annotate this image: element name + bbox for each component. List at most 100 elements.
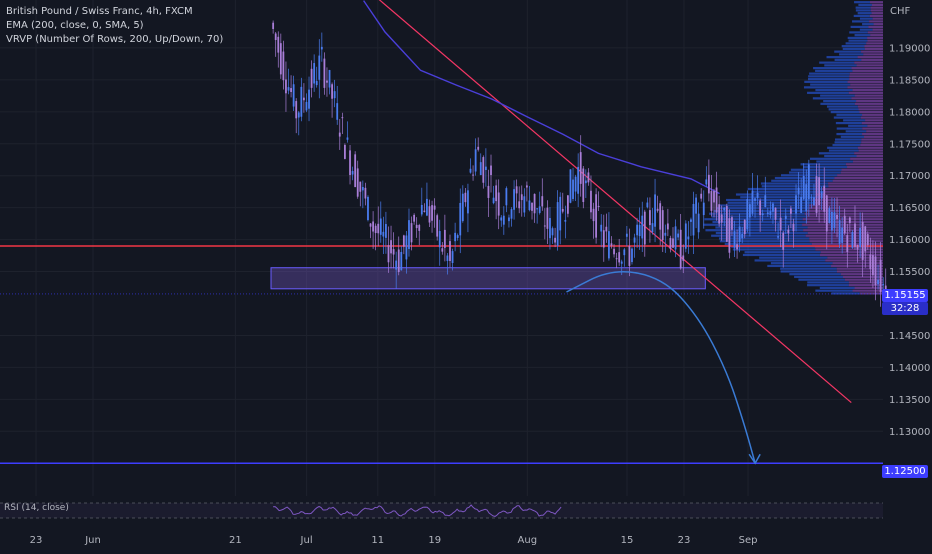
- candle-body[interactable]: [456, 235, 459, 238]
- candle-body[interactable]: [697, 213, 700, 233]
- candle-body[interactable]: [536, 208, 539, 210]
- candle-body[interactable]: [877, 279, 879, 285]
- candle-body[interactable]: [682, 255, 685, 261]
- candle-body[interactable]: [346, 137, 349, 140]
- candle-body[interactable]: [882, 284, 885, 286]
- candle-body[interactable]: [779, 217, 782, 231]
- candle-body[interactable]: [841, 227, 844, 243]
- candle-body[interactable]: [782, 232, 785, 250]
- candle-body[interactable]: [695, 197, 697, 214]
- candle-body[interactable]: [805, 184, 808, 212]
- candle-body[interactable]: [823, 185, 826, 212]
- candle-body[interactable]: [777, 236, 779, 238]
- candle-body[interactable]: [525, 185, 528, 188]
- candle-body[interactable]: [574, 176, 577, 192]
- candle-body[interactable]: [679, 229, 682, 269]
- candle-body[interactable]: [872, 255, 874, 276]
- candle-body[interactable]: [723, 207, 726, 211]
- candle-body[interactable]: [279, 43, 282, 75]
- candle-body[interactable]: [838, 220, 841, 244]
- candle-body[interactable]: [379, 218, 382, 235]
- candle-body[interactable]: [410, 223, 413, 243]
- candle-body[interactable]: [815, 176, 818, 213]
- candle-body[interactable]: [369, 223, 372, 227]
- candle-body[interactable]: [349, 150, 351, 175]
- candle-body[interactable]: [802, 175, 805, 199]
- candle-body[interactable]: [405, 235, 408, 260]
- candle-body[interactable]: [659, 203, 662, 230]
- candle-body[interactable]: [687, 236, 690, 240]
- candle-body[interactable]: [700, 193, 703, 199]
- candle-body[interactable]: [751, 190, 754, 214]
- candle-body[interactable]: [741, 234, 744, 239]
- candle-body[interactable]: [277, 36, 280, 53]
- candle-body[interactable]: [613, 248, 615, 255]
- candle-body[interactable]: [502, 215, 505, 225]
- candle-body[interactable]: [866, 234, 869, 246]
- candle-body[interactable]: [546, 207, 549, 229]
- candle-body[interactable]: [508, 217, 510, 222]
- candle-body[interactable]: [587, 172, 590, 183]
- candle-body[interactable]: [592, 208, 595, 222]
- candle-body[interactable]: [472, 174, 474, 176]
- rsi-line[interactable]: [273, 504, 562, 517]
- price-axis[interactable]: 1.19000 1.18500 1.18000 1.17500 1.17000 1.165…: [889, 43, 930, 437]
- candle-body[interactable]: [861, 221, 864, 260]
- candle-body[interactable]: [759, 200, 762, 216]
- candle-body[interactable]: [513, 189, 515, 210]
- candle-body[interactable]: [290, 88, 292, 92]
- candle-body[interactable]: [356, 168, 359, 197]
- candle-body[interactable]: [692, 203, 695, 236]
- candle-body[interactable]: [408, 220, 410, 249]
- candle-body[interactable]: [582, 168, 585, 202]
- candle-body[interactable]: [541, 196, 544, 207]
- candle-body[interactable]: [482, 157, 485, 183]
- candle-body[interactable]: [428, 206, 431, 223]
- candle-body[interactable]: [602, 230, 605, 248]
- candle-body[interactable]: [520, 194, 523, 201]
- candle-body[interactable]: [584, 180, 587, 184]
- candle-body[interactable]: [649, 210, 651, 226]
- candle-body[interactable]: [600, 224, 603, 232]
- candle-body[interactable]: [390, 240, 392, 254]
- candle-body[interactable]: [464, 192, 467, 203]
- candle-body[interactable]: [684, 223, 687, 249]
- candle-body[interactable]: [387, 245, 390, 263]
- candle-body[interactable]: [338, 132, 341, 137]
- candle-body[interactable]: [344, 144, 346, 159]
- candle-body[interactable]: [702, 202, 705, 216]
- candle-body[interactable]: [654, 194, 656, 227]
- candle-body[interactable]: [620, 261, 623, 264]
- candle-body[interactable]: [436, 215, 439, 237]
- candle-body[interactable]: [725, 206, 728, 242]
- candle-body[interactable]: [400, 251, 403, 271]
- candle-body[interactable]: [374, 225, 377, 234]
- candle-body[interactable]: [579, 152, 582, 184]
- candle-body[interactable]: [625, 233, 628, 237]
- candle-body[interactable]: [336, 103, 339, 120]
- candle-body[interactable]: [772, 203, 774, 212]
- candle-body[interactable]: [459, 202, 462, 236]
- candle-body[interactable]: [320, 46, 323, 50]
- candle-body[interactable]: [618, 252, 621, 263]
- projection-arrow[interactable]: [566, 271, 756, 464]
- candle-body[interactable]: [300, 86, 303, 117]
- candle-body[interactable]: [784, 215, 787, 219]
- candle-body[interactable]: [790, 208, 792, 214]
- candle-body[interactable]: [413, 214, 416, 222]
- candle-body[interactable]: [608, 231, 610, 259]
- candle-body[interactable]: [377, 223, 380, 234]
- candle-body[interactable]: [720, 214, 723, 223]
- candle-body[interactable]: [551, 228, 554, 236]
- candle-body[interactable]: [285, 79, 287, 94]
- candle-body[interactable]: [705, 179, 708, 185]
- candle-body[interactable]: [669, 237, 672, 249]
- candle-body[interactable]: [495, 185, 498, 202]
- candle-body[interactable]: [518, 201, 521, 209]
- candle-body[interactable]: [443, 229, 446, 248]
- candle-body[interactable]: [392, 249, 395, 255]
- candle-body[interactable]: [528, 200, 531, 211]
- candle-body[interactable]: [633, 237, 636, 243]
- candle-body[interactable]: [715, 187, 718, 213]
